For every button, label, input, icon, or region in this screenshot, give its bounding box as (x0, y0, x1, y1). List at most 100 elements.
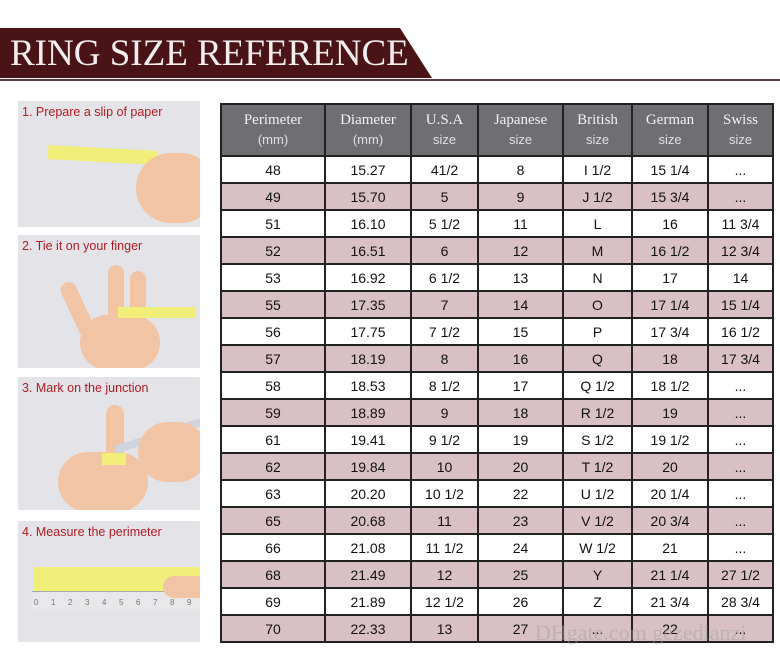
table-row: 49 15.70 5 9 J 1/2 15 3/4... (220, 182, 774, 211)
cell-german: 22 (631, 614, 709, 643)
divider (0, 79, 780, 81)
cell-diameter: 16.92 (324, 263, 412, 292)
cell-usa: 9 1/2 (410, 425, 479, 454)
ring-size-table: Perimeter (mm) Diameter (mm) U.S.A size Japane… (220, 103, 774, 643)
cell-diameter: 18.53 (324, 371, 412, 400)
cell-german: 18 1/2 (631, 371, 709, 400)
table-body: 48 15.27 41/2 8 I 1/2 15 1/4... 49 15.70 5 9 J 1/2… (220, 155, 774, 643)
cell-perimeter: 65 (220, 506, 326, 535)
cell-german: 16 1/2 (631, 236, 709, 265)
column-header-usa: U.S.A size (410, 103, 479, 157)
table-row: 56 17.75 7 1/2 15 P 17 3/4 16 1/2 (220, 317, 774, 346)
header-label: Japanese (493, 112, 548, 128)
cell-british: M (562, 236, 633, 265)
header-sublabel: size (508, 132, 533, 147)
table-row: 53 16.92 6 1/2 13 N 17 14 (220, 263, 774, 292)
cell-german: 20 1/4 (631, 479, 709, 508)
watermark: DHgate.com gezedianzi (535, 620, 747, 645)
cell-british: Q 1/2 (562, 371, 633, 400)
cell-japanese: 16 (477, 344, 564, 373)
cell-diameter: 21.08 (324, 533, 412, 562)
cell-german: 17 3/4 (631, 317, 709, 346)
cell-british: I 1/2 (562, 155, 633, 184)
cell-swiss: 12 3/4 (707, 236, 774, 265)
finger-image (163, 576, 200, 598)
hand-image (136, 153, 200, 223)
cell-diameter: 20.68 (324, 506, 412, 535)
paper-strip-image (47, 145, 159, 165)
cell-japanese: 12 (477, 236, 564, 265)
column-header-japanese: Japanese size (477, 103, 564, 157)
cell-german: 20 3/4 (631, 506, 709, 535)
cell-japanese: 8 (477, 155, 564, 184)
table-row: 69 21.89 12 1/2 26 Z 21 3/4 28 3/4 (220, 587, 774, 616)
finger-image (58, 279, 98, 341)
cell-japanese: 15 (477, 317, 564, 346)
column-header-british: British size (562, 103, 633, 157)
cell-perimeter: 61 (220, 425, 326, 454)
column-header-perimeter: Perimeter (mm) (220, 103, 326, 157)
cell-diameter: 20.20 (324, 479, 412, 508)
table-row: 66 21.08 11 1/2 24 W 1/2 21... (220, 533, 774, 562)
cell-german: 15 1/4 (631, 155, 709, 184)
table-row: 52 16.51 6 12 M 16 1/2 12 3/4 (220, 236, 774, 265)
cell-british: J 1/2 (562, 182, 633, 211)
cell-british: P (562, 317, 633, 346)
cell-perimeter: 69 (220, 587, 326, 616)
cell-swiss: ... (707, 398, 774, 427)
page-title: RING SIZE REFERENCE (10, 33, 409, 74)
table-row: 62 19.84 10 20 T 1/2 20... (220, 452, 774, 481)
finger-image (130, 271, 146, 331)
cell-perimeter: 58 (220, 371, 326, 400)
table-row: 57 18.19 8 16 Q 18 17 3/4 (220, 344, 774, 373)
column-header-diameter: Diameter (mm) (324, 103, 412, 157)
ruler-tick: 8 (170, 598, 175, 607)
cell-usa: 5 1/2 (410, 209, 479, 238)
table-header-row: Perimeter (mm) Diameter (mm) U.S.A size Japane… (220, 103, 774, 157)
cell-japanese: 25 (477, 560, 564, 589)
cell-diameter: 21.49 (324, 560, 412, 589)
cell-german: 21 (631, 533, 709, 562)
cell-british: O (562, 290, 633, 319)
cell-usa: 13 (410, 614, 479, 643)
step-label: 4. Measure the perimeter (22, 525, 162, 539)
cell-perimeter: 56 (220, 317, 326, 346)
cell-german: 20 (631, 452, 709, 481)
header-sublabel: size (728, 132, 753, 147)
header-label: Perimeter (243, 112, 303, 128)
cell-japanese: 24 (477, 533, 564, 562)
cell-japanese: 14 (477, 290, 564, 319)
cell-german: 16 (631, 209, 709, 238)
cell-diameter: 15.27 (324, 155, 412, 184)
cell-diameter: 18.19 (324, 344, 412, 373)
ruler-tick: 9 (187, 598, 192, 607)
cell-diameter: 17.35 (324, 290, 412, 319)
cell-swiss: 16 1/2 (707, 317, 774, 346)
table-row: 61 19.41 9 1/2 19 S 1/2 19 1/2... (220, 425, 774, 454)
cell-british: S 1/2 (562, 425, 633, 454)
cell-perimeter: 55 (220, 290, 326, 319)
step-1-panel: 1. Prepare a slip of paper (18, 101, 200, 227)
cell-british: U 1/2 (562, 479, 633, 508)
cell-swiss: ... (707, 614, 774, 643)
ruler-tick: 0 (34, 598, 39, 607)
cell-usa: 5 (410, 182, 479, 211)
cell-japanese: 17 (477, 371, 564, 400)
column-header-german: German size (631, 103, 709, 157)
header-label: Swiss (722, 112, 759, 128)
header-label: U.S.A (425, 112, 464, 128)
cell-german: 17 (631, 263, 709, 292)
cell-usa: 41/2 (410, 155, 479, 184)
cell-british: W 1/2 (562, 533, 633, 562)
cell-swiss: 11 3/4 (707, 209, 774, 238)
cell-diameter: 19.41 (324, 425, 412, 454)
cell-diameter: 19.84 (324, 452, 412, 481)
cell-perimeter: 49 (220, 182, 326, 211)
cell-perimeter: 53 (220, 263, 326, 292)
cell-german: 19 (631, 398, 709, 427)
cell-perimeter: 59 (220, 398, 326, 427)
cell-swiss: ... (707, 506, 774, 535)
cell-swiss: 15 1/4 (707, 290, 774, 319)
ruler-tick: 7 (153, 598, 158, 607)
